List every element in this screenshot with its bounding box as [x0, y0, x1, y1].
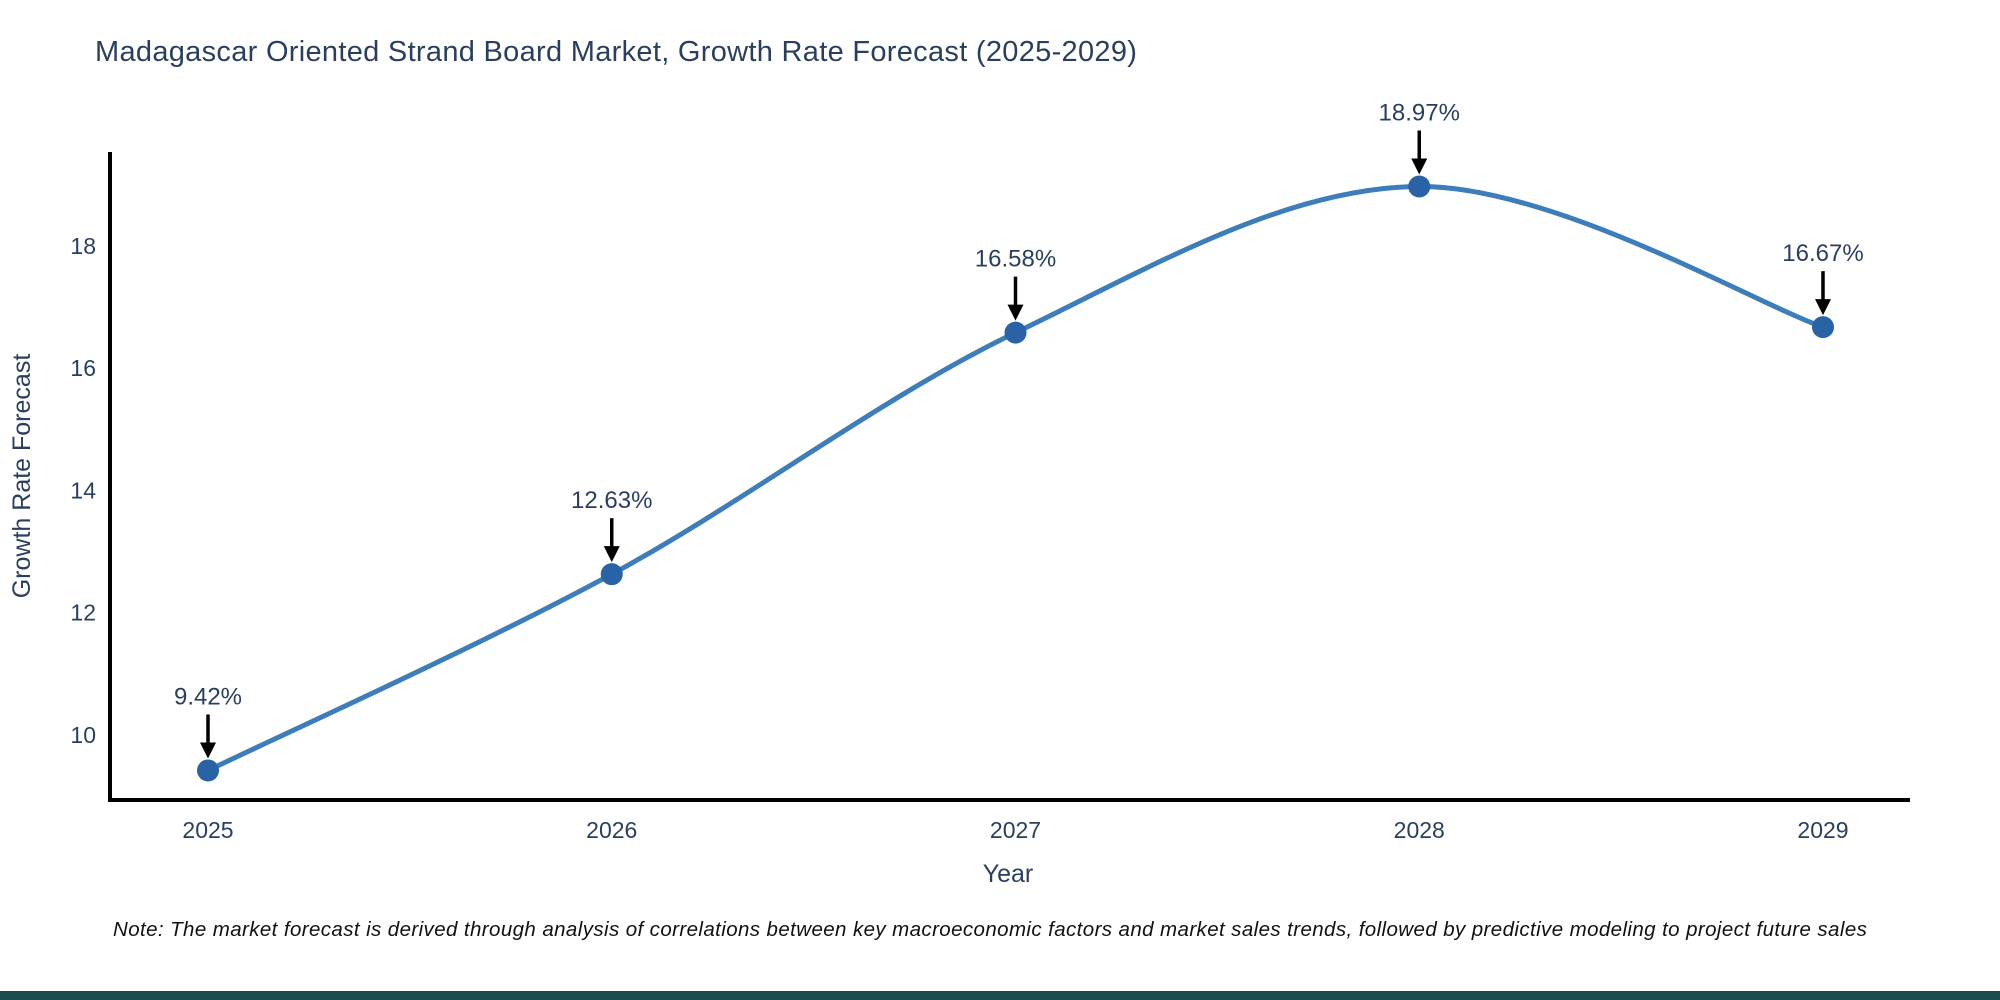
y-tick-label: 16: [70, 355, 96, 381]
footer-accent-bar: [0, 991, 2000, 1000]
x-tick-label: 2026: [586, 817, 637, 843]
y-tick-label: 14: [70, 477, 96, 503]
data-point-label: 16.58%: [975, 246, 1056, 273]
x-tick-label: 2028: [1394, 817, 1445, 843]
data-point-marker[interactable]: [600, 563, 623, 586]
chart-title: Madagascar Oriented Strand Board Market,…: [95, 36, 1138, 68]
data-point-label: 16.67%: [1782, 240, 1863, 267]
footnote: Note: The market forecast is derived thr…: [113, 918, 1868, 941]
data-point-label: 9.42%: [174, 683, 242, 710]
annotation-arrow-head: [603, 546, 620, 563]
markers-group: [197, 175, 1834, 782]
y-tick-labels-group: 10 12 14 16 18: [70, 233, 96, 748]
series-line: [205, 183, 1826, 773]
data-point-marker[interactable]: [1004, 321, 1027, 344]
data-point-marker[interactable]: [1812, 316, 1834, 339]
data-point-label: 12.63%: [571, 487, 652, 514]
annotation-arrow-head: [1007, 304, 1024, 321]
y-tick-label: 10: [70, 722, 96, 748]
annotation-arrow-head: [1815, 299, 1831, 316]
y-tick-label: 12: [70, 600, 96, 626]
x-axis-title: Year: [983, 860, 1034, 888]
x-tick-label: 2029: [1797, 817, 1848, 843]
x-tick-label: 2025: [182, 817, 233, 843]
axis-lines: [108, 152, 1910, 802]
data-point-marker[interactable]: [197, 759, 219, 782]
annotations-group: 9.42% 12.63% 16.58% 18.97% 16.67%: [174, 99, 1864, 710]
x-tick-label: 2027: [990, 817, 1041, 843]
annotation-arrow-head: [200, 742, 216, 759]
y-tick-label: 18: [70, 233, 96, 259]
annotation-arrow-head: [1411, 158, 1428, 175]
data-point-label: 18.97%: [1379, 99, 1460, 126]
y-axis-title: Growth Rate Forecast: [8, 354, 36, 599]
data-point-marker[interactable]: [1408, 175, 1431, 198]
annotation-arrows-group: [200, 130, 1831, 759]
x-tick-labels-group: 2025 2026 2027 2028 2029: [182, 817, 1848, 843]
